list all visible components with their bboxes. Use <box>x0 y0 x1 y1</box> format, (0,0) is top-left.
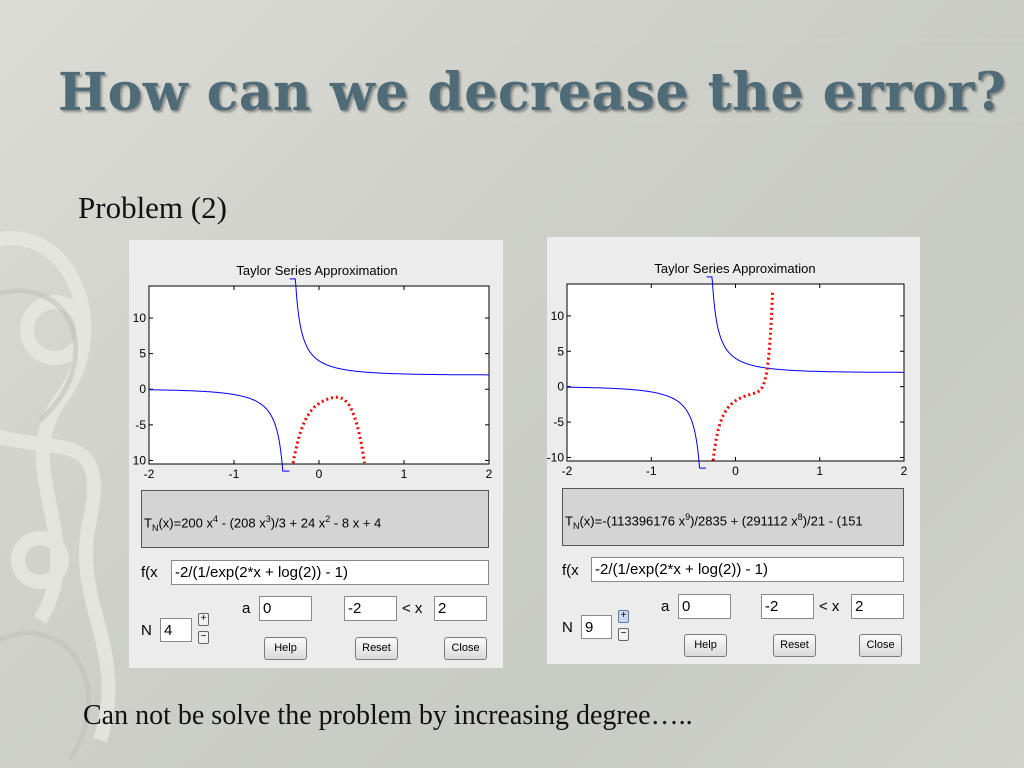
x-tick-label: 1 <box>401 467 408 481</box>
y-tick-label: 10 <box>133 311 147 325</box>
function-input[interactable]: -2/(1/exp(2*x + log(2)) - 1) <box>171 560 489 585</box>
polynomial-display: TN(x)=200 x4 - (208 x3)/3 + 24 x2 - 8 x … <box>141 490 489 548</box>
help-button[interactable]: Help <box>684 634 727 657</box>
n-label: N <box>562 619 573 636</box>
taylor-window-n4: Taylor Series Approximation -2 -1 0 1 2 10 5 0… <box>129 240 503 668</box>
function-curve-right <box>706 276 904 373</box>
x-tick-label: -2 <box>562 464 573 478</box>
x-tick-label: -1 <box>646 464 657 478</box>
a-label: a <box>661 598 670 615</box>
center-a-input[interactable]: 0 <box>678 594 731 619</box>
slide-subtitle: Problem (2) <box>78 190 227 225</box>
range-min-input[interactable]: -2 <box>761 594 814 619</box>
plot-title: Taylor Series Approximation <box>236 263 397 278</box>
range-max-input[interactable]: 2 <box>434 596 487 621</box>
x-tick-label: -2 <box>144 467 155 481</box>
x-tick-label: 2 <box>486 467 493 481</box>
function-input[interactable]: -2/(1/exp(2*x + log(2)) - 1) <box>591 557 904 582</box>
close-button[interactable]: Close <box>859 634 902 657</box>
x-tick-label: 0 <box>316 467 323 481</box>
y-tick-label: 0 <box>557 380 564 394</box>
fx-label: f(x <box>141 564 158 581</box>
y-tick-label: -5 <box>553 415 564 429</box>
degree-increment-button[interactable]: + <box>198 613 209 626</box>
degree-increment-button[interactable]: + <box>618 610 629 623</box>
close-button[interactable]: Close <box>444 637 487 660</box>
y-tick-label: 10 <box>551 309 565 323</box>
plot-area: Taylor Series Approximation -2 -1 0 1 2 10 5 0… <box>133 263 493 481</box>
degree-decrement-button[interactable]: − <box>198 631 209 644</box>
range-max-input[interactable]: 2 <box>851 594 904 619</box>
help-button[interactable]: Help <box>264 637 307 660</box>
y-tick-label: 0 <box>139 382 146 396</box>
plot-area: Taylor Series Approximation -2 -1 0 1 2 1050… <box>547 261 908 478</box>
x-tick-label: 0 <box>732 464 739 478</box>
reset-button[interactable]: Reset <box>773 634 816 657</box>
y-tick-label: -10 <box>547 450 564 464</box>
x-tick-label: 2 <box>901 464 908 478</box>
y-tick-label: -5 <box>135 418 146 432</box>
y-tick-label: 5 <box>557 344 564 358</box>
x-tick-label: -1 <box>229 467 240 481</box>
function-curve-left <box>149 389 290 472</box>
range-separator: < x <box>819 598 840 615</box>
plot-title: Taylor Series Approximation <box>654 261 815 276</box>
center-a-input[interactable]: 0 <box>259 596 312 621</box>
polynomial-display: TN(x)=-(113396176 x9)/2835 + (291112 x8)… <box>562 488 904 546</box>
range-separator: < x <box>402 600 423 617</box>
fx-label: f(x <box>562 562 579 579</box>
degree-input[interactable]: 4 <box>160 618 192 642</box>
slide-title: How can we decrease the error? <box>58 62 1007 123</box>
y-tick-label: 10 <box>133 453 147 467</box>
slide-caption: Can not be solve the problem by increasi… <box>83 700 693 731</box>
degree-input[interactable]: 9 <box>581 615 612 639</box>
range-min-input[interactable]: -2 <box>344 596 397 621</box>
function-curve-left <box>567 386 707 469</box>
degree-decrement-button[interactable]: − <box>618 628 629 641</box>
x-tick-label: 1 <box>816 464 823 478</box>
a-label: a <box>242 600 251 617</box>
n-label: N <box>141 622 152 639</box>
reset-button[interactable]: Reset <box>355 637 398 660</box>
y-tick-label: 5 <box>139 347 146 361</box>
taylor-window-n9: Taylor Series Approximation -2 -1 0 1 2 10 5 0… <box>547 237 920 664</box>
function-curve-right <box>289 278 489 376</box>
taylor-curve <box>711 292 775 461</box>
